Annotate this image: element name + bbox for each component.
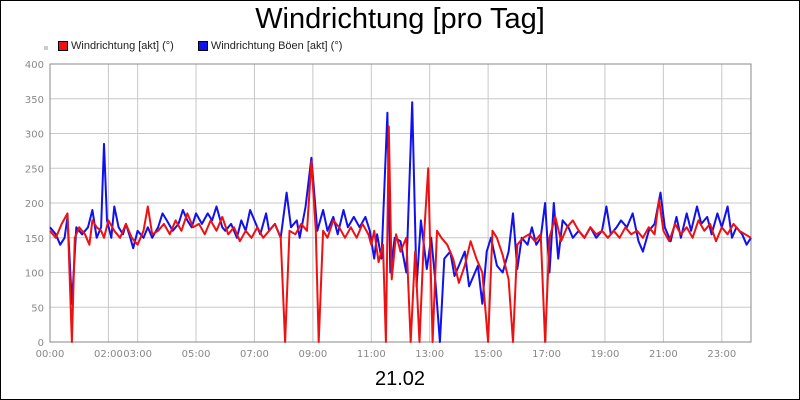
x-tick-label: 23:00 [707,349,736,360]
y-tick-label: 350 [25,95,44,106]
legend-item-boeen: Windrichtung Böen [akt] (°) [197,40,343,52]
x-tick-label: 13:00 [415,349,444,360]
x-tick-label: 17:00 [532,349,561,360]
legend: Windrichtung [akt] (°) Windrichtung Böen… [44,38,366,54]
legend-marker-icon [44,46,48,50]
y-tick-label: 250 [25,164,44,175]
x-tick-label: 00:00 [36,349,65,360]
legend-swatch-blue [197,41,208,51]
y-tick-label: 300 [25,130,44,141]
x-tick-label: 15:00 [474,349,503,360]
y-tick-label: 400 [25,60,44,71]
legend-label-akt: Windrichtung [akt] (°) [71,40,174,52]
y-tick-label: 50 [31,303,44,314]
y-tick-label: 100 [25,269,44,280]
x-tick-label: 21:00 [649,349,678,360]
x-tick-label: 09:00 [298,349,327,360]
plot-border [49,63,752,343]
x-tick-label: 19:00 [591,349,620,360]
x-tick-label: 11:00 [357,349,386,360]
chart-title: Windrichtung [pro Tag] [255,3,545,35]
legend-swatch-red [58,41,68,51]
series-line-boeen [49,101,752,343]
legend-item-akt: Windrichtung [akt] (°) [58,40,174,52]
x-tick-label: 05:00 [182,349,211,360]
x-tick-label: 07:00 [240,349,269,360]
legend-label-boeen: Windrichtung Böen [akt] (°) [210,40,343,52]
x-tick-label: 03:00 [123,349,152,360]
y-tick-label: 200 [25,199,44,210]
series-line-akt [49,125,752,343]
y-tick-label: 150 [25,234,44,245]
x-tick-label: 02:00 [94,349,123,360]
date-label: 21.02 [374,368,426,390]
y-tick-label: 0 [38,338,44,349]
